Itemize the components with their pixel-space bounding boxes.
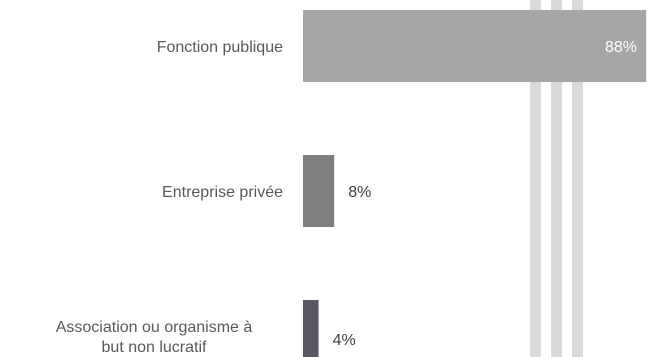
background-stripe [530, 0, 541, 357]
value-label: 4% [333, 332, 356, 349]
category-label-line: Association ou organisme à [56, 319, 253, 336]
bar [303, 300, 319, 357]
category-label: Association ou organisme à but non lucrat… [56, 319, 253, 356]
bar [303, 155, 335, 227]
category-label-line: Fonction publique [157, 39, 283, 56]
bars-group [303, 10, 647, 357]
category-label-line: but non lucratif [102, 339, 208, 356]
category-label: Entreprise privée [162, 184, 283, 201]
background-stripe [572, 0, 583, 357]
background-stripes [530, 0, 583, 357]
category-label: Fonction publique [157, 39, 283, 56]
category-labels-group: Fonction publique Entreprise privée Associ… [56, 39, 283, 356]
value-labels-group: 88% 8% 4% [333, 39, 637, 349]
bar [303, 10, 647, 82]
value-label: 8% [348, 184, 371, 201]
category-label-line: Entreprise privée [162, 184, 283, 201]
value-label: 88% [605, 39, 637, 56]
background-stripe [551, 0, 562, 357]
